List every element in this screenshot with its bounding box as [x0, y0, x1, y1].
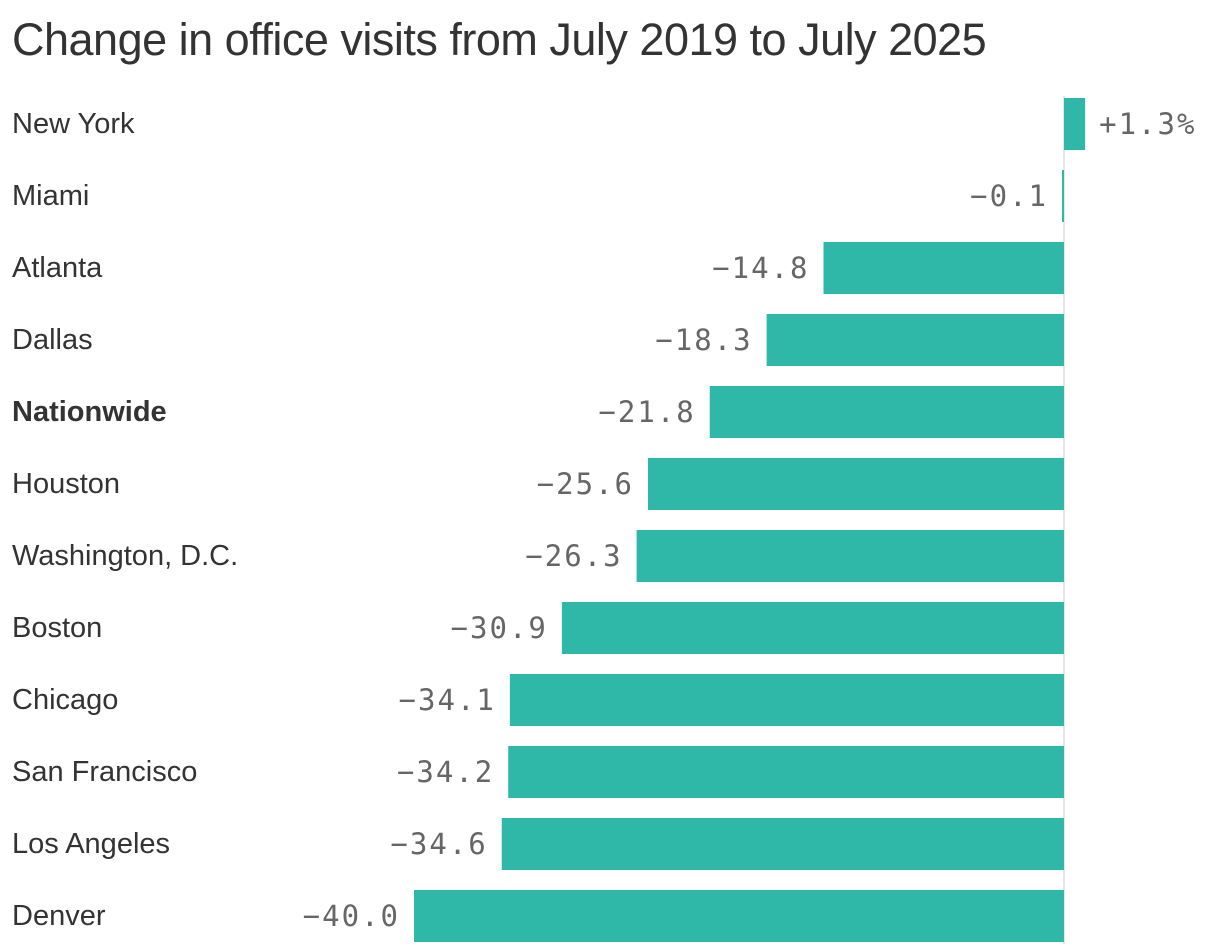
bar-dallas — [766, 314, 1064, 366]
category-label-boston: Boston — [12, 612, 102, 644]
category-label-washington-d-c: Washington, D.C. — [12, 540, 238, 572]
category-label-houston: Houston — [12, 468, 120, 500]
bar-san-francisco — [508, 746, 1064, 798]
chart-title: Change in office visits from July 2019 t… — [12, 14, 987, 65]
category-label-new-york: New York — [12, 108, 135, 140]
value-label-denver: −40.0 — [303, 899, 400, 933]
category-label-san-francisco: San Francisco — [12, 756, 197, 788]
category-label-los-angeles: Los Angeles — [12, 828, 170, 860]
value-label-atlanta: −14.8 — [712, 251, 809, 285]
category-label-atlanta: Atlanta — [12, 252, 103, 284]
bar-new-york — [1064, 98, 1086, 150]
value-label-washington-d-c: −26.3 — [525, 539, 622, 573]
value-label-los-angeles: −34.6 — [390, 827, 487, 861]
bar-houston — [648, 458, 1064, 510]
bar-nationwide — [709, 386, 1064, 438]
category-label-denver: Denver — [12, 900, 106, 932]
category-label-nationwide: Nationwide — [12, 396, 167, 428]
bar-washington-d-c — [636, 530, 1064, 582]
value-label-san-francisco: −34.2 — [397, 755, 494, 789]
bar-chicago — [509, 674, 1064, 726]
value-label-miami: −0.1 — [970, 179, 1048, 213]
bar-atlanta — [823, 242, 1064, 294]
category-label-miami: Miami — [12, 180, 89, 212]
bar-denver — [414, 890, 1064, 942]
value-label-boston: −30.9 — [451, 611, 548, 645]
value-label-chicago: −34.1 — [399, 683, 496, 717]
category-label-dallas: Dallas — [12, 324, 93, 356]
value-label-dallas: −18.3 — [655, 323, 752, 357]
bar-boston — [561, 602, 1064, 654]
bar-los-angeles — [501, 818, 1064, 870]
value-label-nationwide: −21.8 — [598, 395, 695, 429]
category-label-chicago: Chicago — [12, 684, 118, 716]
bar-miami — [1062, 170, 1064, 222]
value-label-new-york: +1.3% — [1099, 107, 1196, 141]
value-label-houston: −25.6 — [537, 467, 634, 501]
